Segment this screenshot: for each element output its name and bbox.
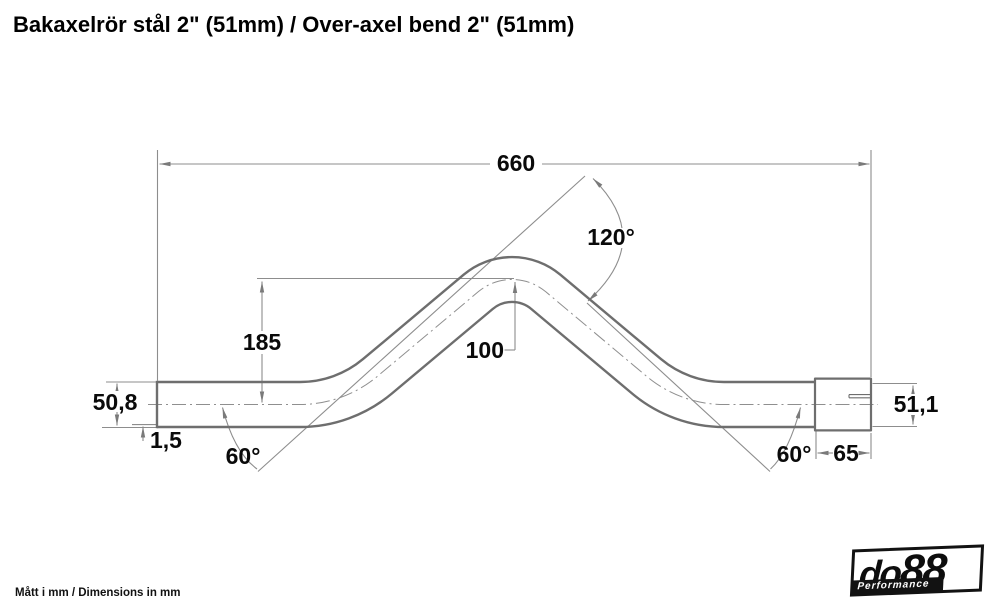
dim-right-angle-label: 60° [777,441,812,467]
construction-line-left [257,175,586,472]
do88-logo: do88 Performance [849,544,985,597]
units-note: Mått i mm / Dimensions in mm [15,587,181,599]
dim-left-angle-label: 60° [226,443,261,469]
right-angle-arc [770,407,802,470]
dim-top-angle-label: 120° [587,224,635,250]
pipe-top-edge [157,255,815,384]
sleeve-slot [848,394,871,399]
dim-bend-radius-label: 100 [466,337,504,363]
pipe-bottom-edge [157,300,815,429]
left-angle-arc [221,407,258,470]
label-mask [90,391,141,412]
sleeve-outline [813,377,873,432]
construction-line-right [586,302,771,472]
label-mask [889,394,944,415]
dim-outer-diameter-label: 50,8 [93,389,138,415]
label-mask [240,331,285,354]
dim-sleeve-diameter-label: 51,1 [894,391,939,417]
dim-wall-thickness-label: 1,5 [150,427,182,453]
dim-overall-length-label: 660 [497,150,535,176]
pipe-centerline [148,279,878,405]
dim-rise-height-label: 185 [243,329,282,355]
page-title: Bakaxelrör stål 2" (51mm) / Over-axel be… [13,12,575,37]
label-mask [586,228,635,248]
dim-sleeve-length-label: 65 [833,440,859,466]
